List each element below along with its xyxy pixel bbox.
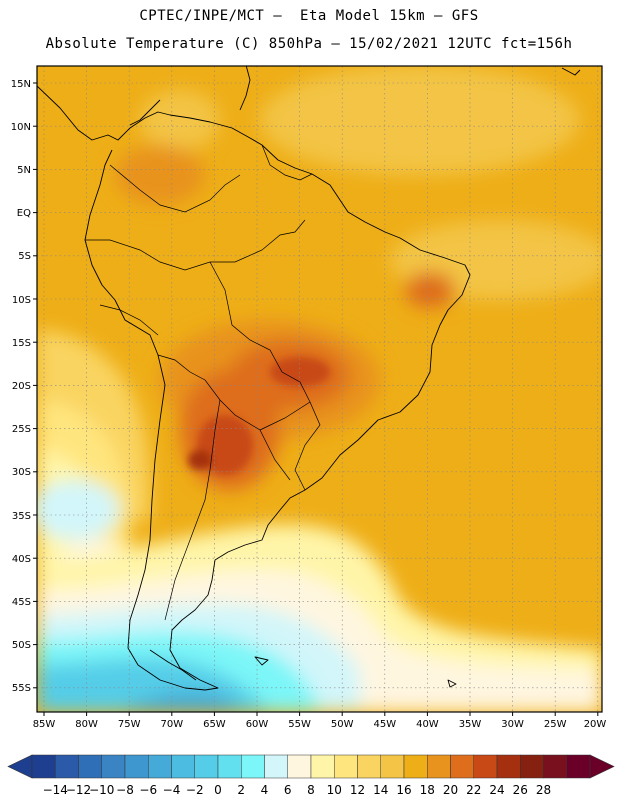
lat-label: 45S: [12, 597, 31, 608]
lat-label: 15S: [12, 338, 31, 349]
colorbar-label: 22: [466, 783, 481, 797]
temperature-field: [37, 66, 602, 712]
colorbar-swatch: [566, 754, 591, 779]
lat-label: 15N: [11, 79, 31, 90]
lat-label: 50S: [12, 640, 31, 651]
colorbar-label: −12: [66, 783, 91, 797]
coastlines: [37, 66, 581, 691]
lat-label: 35S: [12, 511, 31, 522]
lon-label: 50W: [331, 719, 354, 730]
colorbar-swatch: [78, 754, 102, 779]
colorbar-label: 8: [307, 783, 315, 797]
lon-label: 40W: [416, 719, 439, 730]
axis-ticks: [33, 82, 599, 716]
lon-label: 20W: [584, 719, 607, 730]
longitude-labels: 85W 80W 75W 70W 65W 60W 55W 50W 45W 40W …: [33, 719, 607, 730]
lon-label: 30W: [501, 719, 524, 730]
colorbar-label: −6: [139, 783, 157, 797]
colorbar-label: 2: [237, 783, 245, 797]
colorbar-swatch: [55, 754, 79, 779]
lat-label: 5N: [17, 165, 31, 176]
colorbar-label: −8: [116, 783, 134, 797]
lat-label: 5S: [18, 251, 31, 262]
country-borders: [85, 144, 321, 621]
lon-label: 55W: [288, 719, 311, 730]
colorbar-label: 0: [214, 783, 222, 797]
colorbar-label: 18: [420, 783, 435, 797]
lat-label: 10N: [11, 122, 31, 133]
colorbar-swatch: [473, 754, 498, 779]
colorbar-swatch: [427, 754, 451, 779]
lon-label: 75W: [118, 719, 141, 730]
colorbar-label: 24: [489, 783, 504, 797]
lat-label: EQ: [17, 208, 31, 219]
colorbar-label: 4: [261, 783, 269, 797]
colorbar-swatch: [194, 754, 219, 779]
lon-label: 35W: [459, 719, 482, 730]
lon-label: 45W: [373, 719, 396, 730]
colorbar-label: 6: [284, 783, 292, 797]
lon-label: 85W: [33, 719, 56, 730]
colorbar-swatch: [101, 754, 126, 779]
colorbar-swatch: [31, 754, 56, 779]
colorbar-swatch: [217, 754, 242, 779]
colorbar-swatch: [264, 754, 288, 779]
colorbar-swatch: [171, 754, 195, 779]
colorbar-label: −4: [163, 783, 181, 797]
colorbar-label: 16: [396, 783, 411, 797]
colorbar-label: −10: [89, 783, 114, 797]
colorbar-swatch: [148, 754, 172, 779]
colorbar-label: 14: [373, 783, 388, 797]
lon-label: 25W: [544, 719, 567, 730]
lon-label: 65W: [203, 719, 226, 730]
lat-label: 25S: [12, 424, 31, 435]
lon-label: 70W: [160, 719, 183, 730]
colorbar-swatch: [380, 754, 405, 779]
colorbar-label: −14: [43, 783, 68, 797]
colorbar-swatch: [287, 754, 312, 779]
colorbar-label: −2: [186, 783, 204, 797]
lat-label: 40S: [12, 554, 31, 565]
lon-label: 80W: [75, 719, 98, 730]
colorbar-label: 26: [513, 783, 528, 797]
colorbar-swatch: [543, 754, 567, 779]
colorbar-swatch: [241, 754, 265, 779]
lat-label: 20S: [12, 381, 31, 392]
colorbar: −14−12−10 −8 −6 −4 −2 0 2 4 6 8 10 12 14 16 18 20 22 24 26…: [7, 754, 615, 797]
colorbar-swatch: [520, 754, 544, 779]
colorbar-swatch: [334, 754, 358, 779]
latitude-labels: 15N 10N 5N EQ 5S 10S 15S 20S 25S 30S 35S…: [11, 79, 31, 694]
colorbar-label: 12: [350, 783, 365, 797]
colorbar-swatch: [310, 754, 335, 779]
lat-label: 55S: [12, 683, 31, 694]
colorbar-label: 20: [443, 783, 458, 797]
lat-label: 30S: [12, 467, 31, 478]
colorbar-swatch: [357, 754, 381, 779]
colorbar-right-arrow: [589, 754, 615, 779]
colorbar-swatch: [496, 754, 521, 779]
lat-label: 10S: [12, 295, 31, 306]
colorbar-swatch: [124, 754, 149, 779]
chart-title-line1: CPTEC/INPE/MCT – Eta Model 15km – GFS: [139, 8, 479, 24]
colorbar-swatch: [403, 754, 428, 779]
colorbar-label: 28: [536, 783, 551, 797]
colorbar-swatch: [450, 754, 474, 779]
colorbar-left-arrow: [7, 754, 33, 779]
map-frame: [36, 65, 603, 713]
chart-title-line2: Absolute Temperature (C) 850hPa – 15/02/…: [45, 36, 573, 52]
lon-label: 60W: [246, 719, 269, 730]
colorbar-label: 10: [327, 783, 342, 797]
